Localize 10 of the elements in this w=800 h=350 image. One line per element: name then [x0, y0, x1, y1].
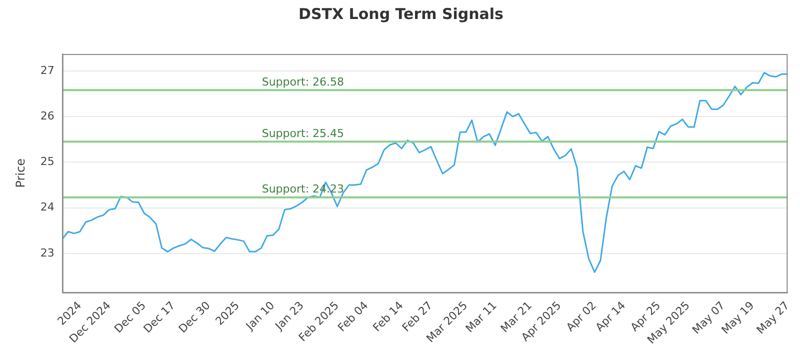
- y-tick-label: 27: [40, 64, 54, 77]
- chart-title: DSTX Long Term Signals: [298, 4, 504, 23]
- y-axis-title: Price: [13, 158, 28, 188]
- ref-line-label: Support: 25.45: [262, 127, 344, 140]
- y-tick-label: 26: [40, 109, 54, 122]
- y-tick-label: 24: [40, 200, 54, 214]
- y-tick-label: 25: [40, 155, 54, 168]
- y-tick-label: 23: [40, 246, 54, 260]
- x-tick-label: Dec 30: [176, 298, 213, 336]
- ref-line-label: Support: 26.58: [262, 75, 344, 88]
